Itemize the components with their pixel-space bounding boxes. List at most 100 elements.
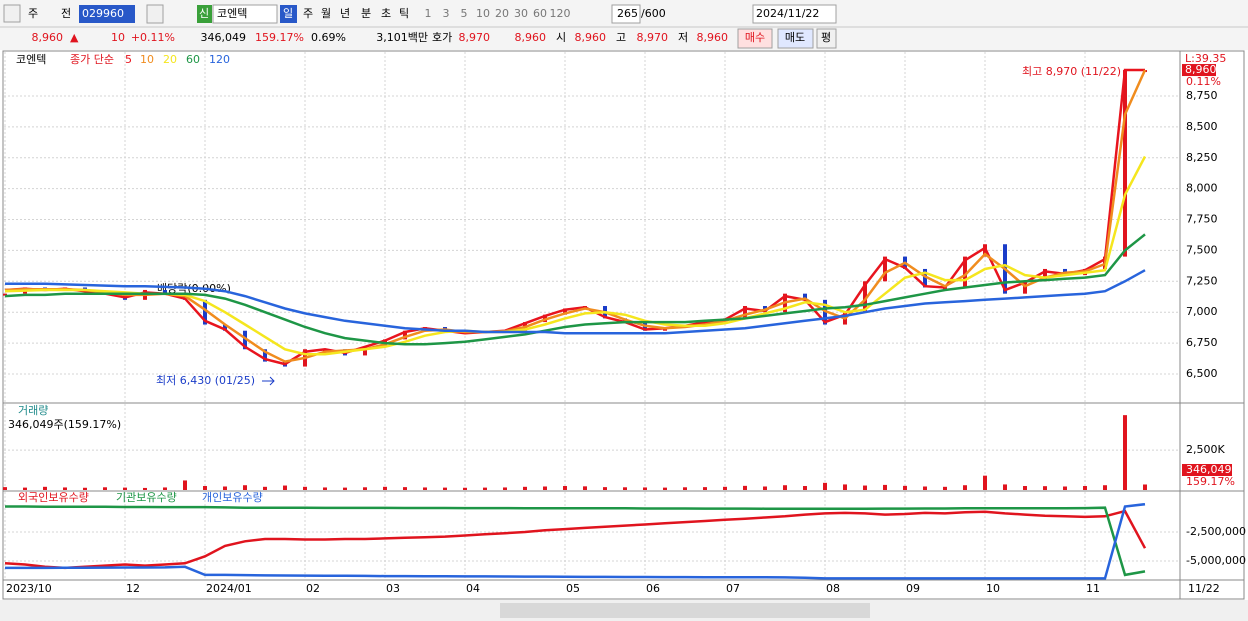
scroll-thumb[interactable] <box>500 603 870 618</box>
y-tick-label: 7,500 <box>1186 243 1218 256</box>
menu-button[interactable] <box>3 4 21 23</box>
volume-bar <box>123 487 127 490</box>
low-label: 저 <box>678 31 688 44</box>
close-mark <box>803 293 807 300</box>
volume-bar <box>503 487 507 490</box>
volume-bar <box>183 480 187 490</box>
name-box[interactable] <box>212 4 278 24</box>
volume-bar <box>263 486 267 490</box>
close-mark <box>923 268 927 288</box>
series-line <box>4 233 1146 346</box>
interval-button[interactable]: 120 <box>550 7 571 20</box>
volume-bar <box>903 485 907 490</box>
period-button[interactable]: 일 <box>283 6 293 20</box>
period-button[interactable]: 분 <box>361 7 371 20</box>
x-tick-label: 09 <box>906 582 920 595</box>
y-tick-label: -5,000,000 <box>1186 554 1246 567</box>
period-button[interactable]: 틱 <box>399 7 409 20</box>
buy-button[interactable] <box>737 28 773 49</box>
period-button[interactable]: 초 <box>381 7 391 20</box>
legend-entry: 10 <box>140 53 154 66</box>
volume-tag-bg <box>1182 464 1232 476</box>
legend-entry: 5 <box>125 53 132 66</box>
legend-entry: 120 <box>209 53 230 66</box>
volume-bar <box>243 485 247 490</box>
volume-bar <box>743 485 747 490</box>
x-tick-label: 05 <box>566 582 580 595</box>
market-select[interactable]: 주 <box>28 7 38 20</box>
price: 8,960 <box>32 31 64 44</box>
quote-label: 호가 <box>432 31 452 44</box>
volume-bar <box>303 486 307 490</box>
x-tick-label: 10 <box>986 582 1000 595</box>
change-pct: +0.11% <box>131 31 175 44</box>
close-mark <box>883 256 887 282</box>
x-tick-label: 06 <box>646 582 660 595</box>
low: 8,960 <box>697 31 729 44</box>
volume-title: 거래량 <box>18 404 48 417</box>
search-button[interactable] <box>146 4 164 24</box>
period-button[interactable]: 년 <box>340 7 350 20</box>
interval-button[interactable]: 20 <box>495 7 509 20</box>
y-tick-label: 7,250 <box>1186 274 1218 287</box>
x-tick-label: 04 <box>466 582 480 595</box>
sell-button[interactable] <box>777 28 814 49</box>
volume-bar <box>1043 486 1047 490</box>
close-mark <box>963 256 967 288</box>
eval: 평 <box>821 31 831 44</box>
period-button[interactable]: 월 <box>321 7 331 20</box>
volume-bar <box>883 484 887 490</box>
x-tick-label: 07 <box>726 582 740 595</box>
interval-button[interactable]: 1 <box>425 7 432 20</box>
interval-button[interactable]: 3 <box>443 7 450 20</box>
volume-bar <box>203 486 207 490</box>
volume-bar <box>683 487 687 490</box>
interval-button[interactable]: 10 <box>476 7 490 20</box>
volume-bar <box>383 486 387 490</box>
volume-bar <box>843 484 847 490</box>
close-mark <box>203 299 207 325</box>
y-tick-label: 7,000 <box>1186 305 1218 318</box>
series-line <box>4 68 1145 366</box>
close-mark <box>863 281 867 313</box>
period-selected <box>280 5 297 23</box>
eval-button[interactable] <box>816 28 837 49</box>
close-mark <box>1043 268 1047 282</box>
legend-entry: 60 <box>186 53 200 66</box>
legend-title: 종가 단순 <box>70 53 114 66</box>
y-tick-label: 2,500K <box>1186 443 1225 456</box>
series-line <box>4 155 1147 356</box>
low-annotation: 최저 6,430 (01/25) <box>156 374 255 387</box>
price-tag-bg <box>1182 64 1216 77</box>
interval-button[interactable]: 5 <box>461 7 468 20</box>
series-line <box>5 269 1146 335</box>
code-input[interactable] <box>79 5 135 23</box>
close-mark <box>3 293 7 296</box>
volume-bar <box>1103 485 1107 490</box>
volume-bar <box>783 485 787 490</box>
last-date-label: 11/22 <box>1188 582 1220 595</box>
volume-bar <box>423 487 427 490</box>
interval-button[interactable]: 30 <box>514 7 528 20</box>
interval-button[interactable]: 60 <box>533 7 547 20</box>
volume-bar <box>663 487 667 490</box>
x-tick-label: 08 <box>826 582 840 595</box>
period-button[interactable]: 주 <box>303 7 313 20</box>
volume-bar <box>983 475 987 490</box>
volume-pct-tag: 159.17% <box>1186 475 1235 488</box>
volume-bar <box>343 487 347 490</box>
count-box[interactable] <box>611 4 641 24</box>
y-tick-label: 8,750 <box>1186 89 1218 102</box>
close-mark <box>163 289 167 294</box>
volume-bar <box>763 486 767 490</box>
legend-entry: 외국인보유수량 <box>18 491 89 504</box>
date-box[interactable] <box>752 4 837 24</box>
volume-bar <box>703 487 707 490</box>
open: 8,960 <box>575 31 607 44</box>
legend-entry: 기관보유수량 <box>116 491 177 504</box>
close-mark <box>403 330 407 340</box>
scope-select[interactable]: 전 <box>61 7 71 20</box>
volume-bar <box>563 486 567 490</box>
arrow: ▲ <box>70 31 79 44</box>
